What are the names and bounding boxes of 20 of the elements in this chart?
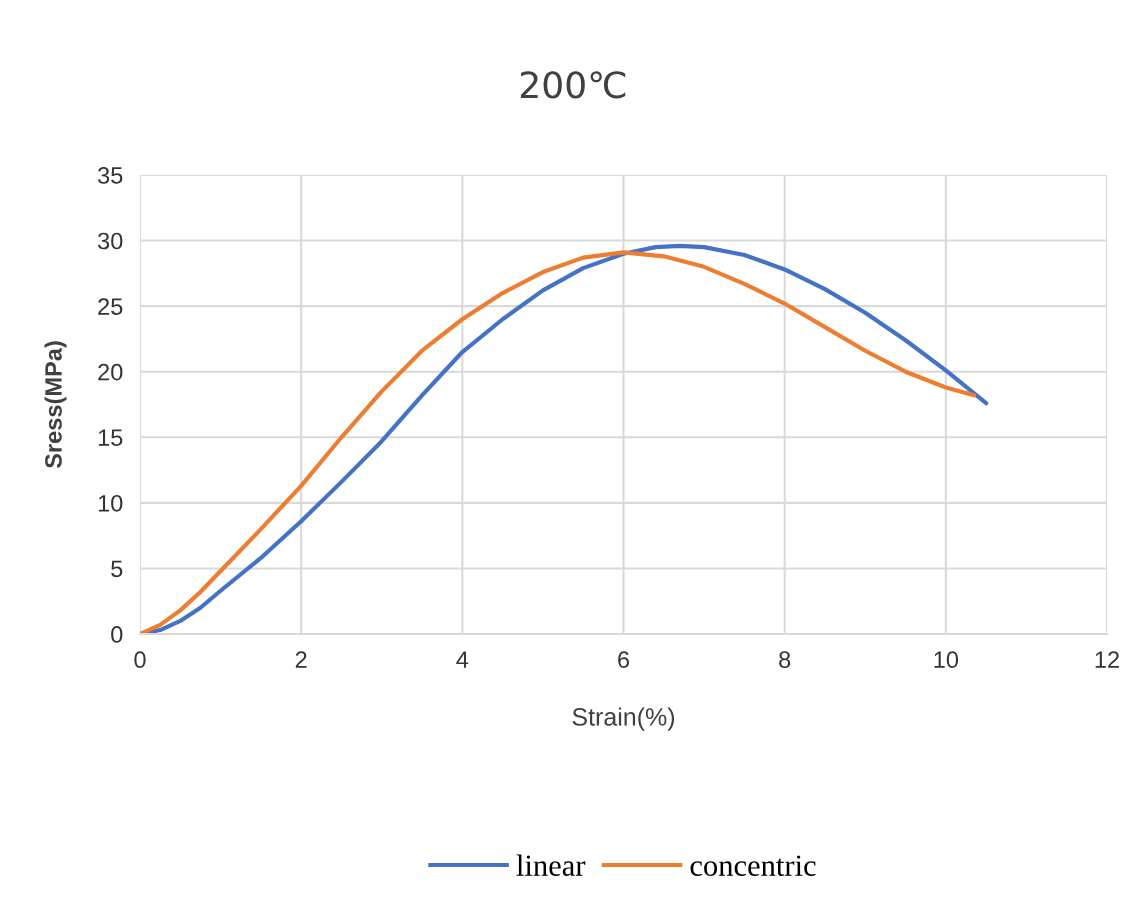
y-tick-label: 35 [97,167,123,184]
x-axis-title: Strain(%) [572,707,675,731]
x-tick-label: 8 [779,651,791,669]
y-tick-label: 25 [98,298,123,315]
legend-label: concentric [690,855,816,876]
y-axis-title: Sress(MPa) [44,341,67,469]
y-tick-label: 10 [98,494,123,512]
x-tick-label: 4 [456,651,469,668]
legend-label: linear [516,854,586,876]
x-tick-label: 6 [618,651,630,669]
y-tick-label: 30 [97,232,123,250]
x-tick-label: 10 [934,651,959,669]
y-tick-label: 5 [111,560,123,578]
y-tick-label: 20 [98,363,123,381]
y-tick-label: 0 [111,626,123,643]
chart-title: 200℃ [520,71,626,99]
x-tick-label: 0 [134,651,146,669]
y-tick-label: 15 [98,429,123,447]
x-tick-label: 2 [295,651,307,668]
x-tick-label: 12 [1095,651,1119,668]
